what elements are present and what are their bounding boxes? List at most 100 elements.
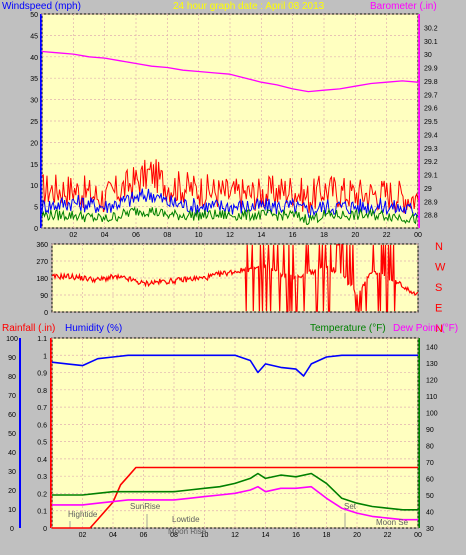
- header-rainfall: Rainfall (.in): [2, 323, 55, 334]
- y-tick-label-windspeed: 50: [30, 12, 38, 19]
- barometer-line: [41, 50, 419, 93]
- temperature-line: [52, 472, 418, 511]
- y-tick-label-humidity: 60: [8, 412, 16, 419]
- y-tick-label-rainfall: 0: [43, 526, 47, 533]
- x-tick-label: 00: [414, 232, 422, 239]
- header-windspeed: Windspeed (mph): [2, 1, 81, 12]
- y-tick-label-rainfall: 0.7: [37, 405, 47, 412]
- y-tick-label-barometer: 29.7: [424, 92, 438, 99]
- header-humidity: Humidity (%): [65, 323, 122, 334]
- y-tick-label-barometer: 29.8: [424, 79, 438, 86]
- y-tick-label-humidity: 20: [8, 488, 16, 495]
- annotation-label: SunRise: [130, 502, 161, 511]
- x-tick-label: 02: [79, 532, 87, 539]
- y-tick-label-rainfall: 1.1: [37, 336, 47, 343]
- compass-label: W: [435, 262, 446, 274]
- y-tick-label-humidity: 30: [8, 469, 16, 476]
- x-tick-label: 04: [101, 232, 109, 239]
- y-tick-label-temperature: 110: [426, 394, 437, 401]
- x-tick-label: 14: [262, 532, 270, 539]
- y-tick-label-humidity: 90: [8, 355, 16, 362]
- y-tick-label-temperature: 120: [426, 377, 438, 384]
- x-tick-label: 02: [69, 232, 77, 239]
- compass-label: E: [435, 303, 442, 315]
- x-tick-label: 16: [289, 232, 297, 239]
- x-tick-label: 10: [201, 532, 209, 539]
- annotation-label: Moon Se: [376, 518, 409, 527]
- x-tick-label: 08: [170, 532, 178, 539]
- wind-low-line: [41, 206, 419, 226]
- compass-label: N: [435, 323, 443, 335]
- y-tick-label-humidity: 10: [8, 507, 16, 514]
- y-tick-label-rainfall: 0.6: [37, 422, 47, 429]
- y-tick-label-temperature: 80: [426, 443, 434, 450]
- header-date: 24 hour graph date : April 08 2013: [173, 1, 325, 12]
- y-tick-label-temperature: 130: [426, 361, 438, 368]
- y-tick-label-windspeed: 35: [30, 76, 38, 83]
- compass-label: S: [435, 282, 442, 294]
- x-tick-label: 22: [383, 232, 391, 239]
- y-tick-label-humidity: 0: [10, 526, 14, 533]
- y-tick-label-barometer: 29: [424, 186, 432, 193]
- annotation-label: Moon Rise: [168, 527, 207, 536]
- x-tick-label: 20: [351, 232, 359, 239]
- header-temperature: Temperature (°F): [310, 323, 386, 334]
- y-tick-label-rainfall: 0.5: [37, 440, 47, 447]
- x-tick-label: 06: [132, 232, 140, 239]
- wind-avg-line: [41, 188, 419, 218]
- y-tick-label-windspeed: 30: [30, 98, 38, 105]
- annotation-label: Hightide: [68, 510, 98, 519]
- y-tick-label-temperature: 40: [426, 509, 434, 516]
- wind-direction-line: [51, 244, 419, 312]
- y-tick-label-rainfall: 0.4: [37, 457, 47, 464]
- x-tick-label: 18: [323, 532, 331, 539]
- y-tick-label-rainfall: 0.9: [37, 371, 47, 378]
- x-tick-label: 16: [292, 532, 300, 539]
- x-tick-label: 12: [226, 232, 234, 239]
- y-tick-label-temperature: 60: [426, 476, 434, 483]
- x-tick-label: 20: [353, 532, 361, 539]
- y-tick-label-windspeed: 20: [30, 140, 38, 147]
- y-tick-label-windspeed: 40: [30, 55, 38, 62]
- y-tick-label-barometer: 29.4: [424, 132, 438, 139]
- y-tick-label-rainfall: 1: [43, 353, 47, 360]
- header-barometer: Barometer (.in): [370, 1, 437, 12]
- y-tick-label-temperature: 50: [426, 493, 434, 500]
- y-tick-label-barometer: 29.2: [424, 159, 438, 166]
- header-dewpoint: Dew Point (°F): [393, 323, 458, 334]
- x-tick-label: 10: [195, 232, 203, 239]
- y-tick-label-temperature: 100: [426, 410, 438, 417]
- y-tick-label-barometer: 28.8: [424, 213, 438, 220]
- y-tick-label-rainfall: 0.1: [37, 509, 47, 516]
- y-tick-label-barometer: 29.6: [424, 106, 438, 113]
- y-tick-label-barometer: 29.1: [424, 173, 438, 180]
- y-tick-label-windspeed: 25: [30, 119, 38, 126]
- y-tick-label-humidity: 40: [8, 450, 16, 457]
- y-tick-label-direction: 180: [36, 276, 48, 283]
- y-tick-label-rainfall: 0.8: [37, 388, 47, 395]
- y-tick-label-humidity: 50: [8, 431, 16, 438]
- x-tick-label: 04: [109, 532, 117, 539]
- y-tick-label-windspeed: 10: [30, 183, 38, 190]
- y-tick-label-windspeed: 0: [34, 226, 38, 233]
- y-tick-label-humidity: 80: [8, 374, 16, 381]
- x-tick-label: 00: [414, 532, 422, 539]
- y-tick-label-direction: 360: [36, 242, 48, 249]
- y-tick-label-temperature: 30: [426, 526, 434, 533]
- annotation-label: Set: [344, 502, 357, 511]
- x-tick-label: 12: [231, 532, 239, 539]
- x-tick-label: 06: [140, 532, 148, 539]
- x-tick-label: 14: [257, 232, 265, 239]
- y-tick-label-rainfall: 0.3: [37, 474, 47, 481]
- x-tick-label: 08: [163, 232, 171, 239]
- y-tick-label-temperature: 70: [426, 460, 434, 467]
- humidity-line: [51, 354, 418, 377]
- rain-humidity-temp-plot-area: [51, 337, 419, 529]
- y-tick-label-humidity: 70: [8, 393, 16, 400]
- x-tick-label: 22: [384, 532, 392, 539]
- x-tick-label: 18: [320, 232, 328, 239]
- y-tick-label-rainfall: 0.2: [37, 491, 47, 498]
- compass-label: N: [435, 241, 443, 253]
- y-tick-label-barometer: 30.2: [424, 25, 438, 32]
